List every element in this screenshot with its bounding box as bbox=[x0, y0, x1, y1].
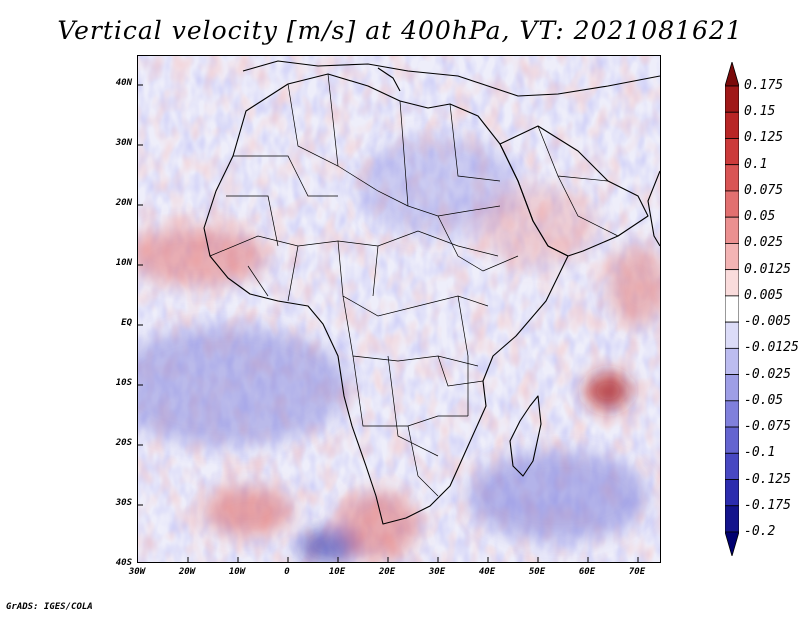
colorbar-swatch bbox=[725, 505, 739, 533]
colorbar-label: -0.175 bbox=[744, 497, 791, 513]
colorbar-label: 0.1 bbox=[744, 156, 768, 172]
velocity-regions bbox=[138, 136, 660, 562]
colorbar-swatch bbox=[725, 452, 739, 480]
colorbar-label: -0.0125 bbox=[744, 340, 799, 356]
latitude-tick-label: 40N bbox=[115, 78, 132, 88]
longitude-tick-label: 10W bbox=[228, 567, 246, 577]
longitude-tick-label: 50E bbox=[528, 567, 546, 577]
colorbar-label: 0.075 bbox=[744, 182, 784, 198]
latitude-tick-label: 20S bbox=[115, 438, 132, 448]
latitude-tick-label: 30S bbox=[115, 498, 132, 508]
country-borders bbox=[209, 73, 619, 497]
colorbar-swatch bbox=[725, 164, 739, 192]
latitude-tick-label: 10N bbox=[115, 258, 132, 268]
axis-ticks bbox=[138, 84, 639, 562]
longitude-tick-label: 40E bbox=[478, 567, 496, 577]
colorbar-label: -0.2 bbox=[744, 524, 776, 539]
latitude-tick-label: 40S bbox=[115, 558, 132, 568]
latitude-tick-label: EQ bbox=[121, 318, 132, 328]
latitude-tick-label: 10S bbox=[115, 378, 132, 388]
longitude-tick-label: 20E bbox=[378, 567, 396, 577]
colorbar-swatch bbox=[725, 479, 739, 507]
coastlines bbox=[203, 60, 660, 525]
colorbar-bottom-arrow bbox=[725, 531, 739, 556]
colorbar-label: 0.025 bbox=[744, 235, 784, 251]
colorbar-swatch bbox=[725, 111, 739, 139]
colorbar-label: -0.125 bbox=[744, 471, 791, 487]
colorbar-swatch bbox=[725, 374, 739, 402]
colorbar-swatch bbox=[725, 216, 739, 244]
longitude-tick-label: 0 bbox=[284, 567, 290, 577]
colorbar-label: 0.125 bbox=[744, 130, 784, 146]
longitude-tick-label: 20W bbox=[178, 567, 196, 577]
colorbar-label: -0.025 bbox=[744, 366, 791, 382]
longitude-tick-label: 30W bbox=[128, 567, 146, 577]
colorbar-swatch bbox=[725, 190, 739, 218]
colorbar-label: -0.05 bbox=[744, 392, 784, 408]
colorbar-label: 0.15 bbox=[744, 104, 776, 120]
chart-title: Vertical velocity [m/s] at 400hPa, VT: 2… bbox=[57, 16, 743, 45]
colorbar-label: 0.005 bbox=[744, 287, 784, 303]
colorbar-label: 0.0125 bbox=[744, 261, 791, 277]
colorbar-label: -0.075 bbox=[744, 419, 791, 435]
colorbar-label: -0.1 bbox=[744, 445, 776, 461]
colorbar-swatch bbox=[725, 295, 739, 323]
map-plot-area[interactable] bbox=[137, 55, 661, 563]
colorbar-top-arrow bbox=[725, 62, 739, 87]
colorbar-label: -0.005 bbox=[744, 314, 791, 330]
longitude-tick-label: 30E bbox=[428, 567, 446, 577]
colorbar-swatch bbox=[725, 269, 739, 297]
latitude-tick-label: 20N bbox=[115, 198, 132, 208]
colorbar bbox=[725, 62, 739, 556]
latitude-tick-label: 30N bbox=[115, 138, 132, 148]
colorbar-label: 0.175 bbox=[744, 78, 784, 93]
colorbar-swatch bbox=[725, 138, 739, 166]
colorbar-swatch bbox=[725, 85, 739, 113]
colorbar-swatch bbox=[725, 426, 739, 454]
colorbar-swatch bbox=[725, 400, 739, 428]
footer-credit: GrADS: IGES/COLA bbox=[6, 602, 93, 612]
longitude-tick-label: 60E bbox=[578, 567, 596, 577]
map-canvas bbox=[138, 56, 660, 562]
colorbar-swatch bbox=[725, 347, 739, 375]
colorbar-swatch bbox=[725, 243, 739, 271]
colorbar-swatch bbox=[725, 321, 739, 349]
longitude-tick-label: 10E bbox=[328, 567, 346, 577]
longitude-tick-label: 70E bbox=[628, 567, 646, 577]
colorbar-label: 0.05 bbox=[744, 209, 776, 225]
